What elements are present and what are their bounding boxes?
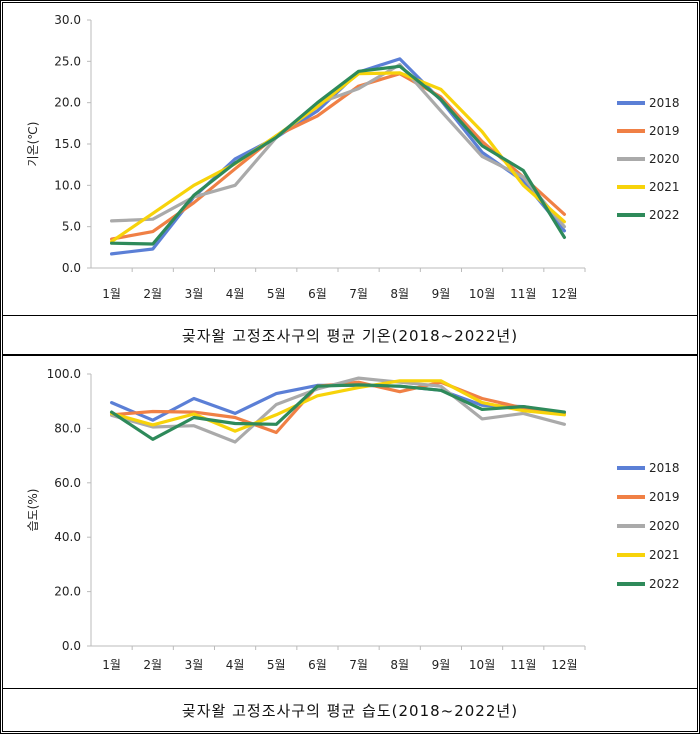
y-tick-label: 25.0 — [54, 54, 81, 68]
x-tick-label: 2월 — [143, 287, 162, 301]
x-tick-label: 4월 — [226, 287, 245, 301]
y-tick-label: 20.0 — [54, 96, 81, 110]
y-axis-title: 습도(%) — [26, 489, 40, 532]
x-tick-label: 10월 — [469, 658, 495, 672]
temperature-chart: 0.0 5.0 10.0 15.0 20.0 25.0 30.0 1월 2월 3월 4월 5월 6월 7월… — [26, 13, 680, 301]
y-tick-label: 20.0 — [54, 585, 81, 599]
x-tick-label: 9월 — [432, 287, 451, 301]
x-tick-label: 7월 — [349, 658, 368, 672]
humidity-chart: 0.0 20.0 40.0 60.0 80.0 100.0 1월 2월 3월 4월 5월 6월 7월 8월… — [26, 367, 680, 672]
x-tick-label: 5월 — [267, 287, 286, 301]
x-tick-label: 4월 — [226, 658, 245, 672]
series-line-2022 — [109, 383, 567, 441]
legend-label: 2022 — [649, 577, 680, 591]
x-tick-label: 1월 — [102, 658, 121, 672]
legend-label: 2018 — [649, 96, 680, 110]
series-line-2022 — [109, 64, 567, 246]
series-line-2020 — [109, 376, 567, 444]
x-tick-label: 9월 — [432, 658, 451, 672]
y-tick-label: 10.0 — [54, 178, 81, 192]
legend-label: 2021 — [649, 548, 680, 562]
humidity-chart-caption: 곶자왈 고정조사구의 평균 습도(2018~2022년) — [2, 688, 698, 732]
y-tick-label: 30.0 — [54, 13, 81, 27]
x-tick-label: 12월 — [551, 287, 577, 301]
series-line-2021 — [109, 379, 567, 433]
x-tick-label: 8월 — [390, 658, 409, 672]
legend-label: 2020 — [649, 152, 680, 166]
x-tick-label: 2월 — [143, 658, 162, 672]
temperature-chart-panel: 0.0 5.0 10.0 15.0 20.0 25.0 30.0 1월 2월 3월 4월 5월 6월 7월… — [2, 2, 698, 316]
x-tick-label: 3월 — [185, 287, 204, 301]
humidity-chart-panel: 0.0 20.0 40.0 60.0 80.0 100.0 1월 2월 3월 4월 5월 6월 7월 8월… — [2, 355, 698, 689]
y-tick-label: 0.0 — [62, 639, 81, 653]
x-tick-label: 6월 — [308, 658, 327, 672]
legend-label: 2020 — [649, 519, 680, 533]
x-tick-label: 10월 — [469, 287, 495, 301]
temperature-chart-caption: 곶자왈 고정조사구의 평균 기온(2018~2022년) — [2, 315, 698, 355]
y-axis-title: 기온(℃) — [26, 122, 40, 167]
x-tick-label: 11월 — [510, 658, 536, 672]
temperature-chart-title: 곶자왈 고정조사구의 평균 기온(2018~2022년) — [181, 326, 519, 345]
y-tick-label: 60.0 — [54, 476, 81, 490]
legend-label: 2022 — [649, 208, 680, 222]
x-tick-label: 5월 — [267, 658, 286, 672]
legend-label: 2019 — [649, 124, 680, 138]
y-tick-label: 100.0 — [47, 367, 81, 381]
x-tick-label: 1월 — [102, 287, 121, 301]
humidity-chart-title: 곶자왈 고정조사구의 평균 습도(2018~2022년) — [181, 701, 519, 720]
series-line-2021 — [109, 71, 567, 244]
x-tick-label: 7월 — [349, 287, 368, 301]
y-tick-label: 80.0 — [54, 421, 81, 435]
y-tick-label: 15.0 — [54, 137, 81, 151]
legend-label: 2018 — [649, 461, 680, 475]
y-tick-label: 0.0 — [62, 261, 81, 275]
y-tick-label: 40.0 — [54, 530, 81, 544]
x-tick-label: 3월 — [185, 658, 204, 672]
legend-label: 2019 — [649, 490, 680, 504]
legend-label: 2021 — [649, 180, 680, 194]
y-tick-label: 5.0 — [62, 220, 81, 234]
series-line-2020 — [109, 62, 567, 229]
x-tick-label: 6월 — [308, 287, 327, 301]
series-line-2019 — [109, 72, 567, 241]
x-tick-label: 12월 — [551, 658, 577, 672]
x-tick-label: 8월 — [390, 287, 409, 301]
x-tick-label: 11월 — [510, 287, 536, 301]
